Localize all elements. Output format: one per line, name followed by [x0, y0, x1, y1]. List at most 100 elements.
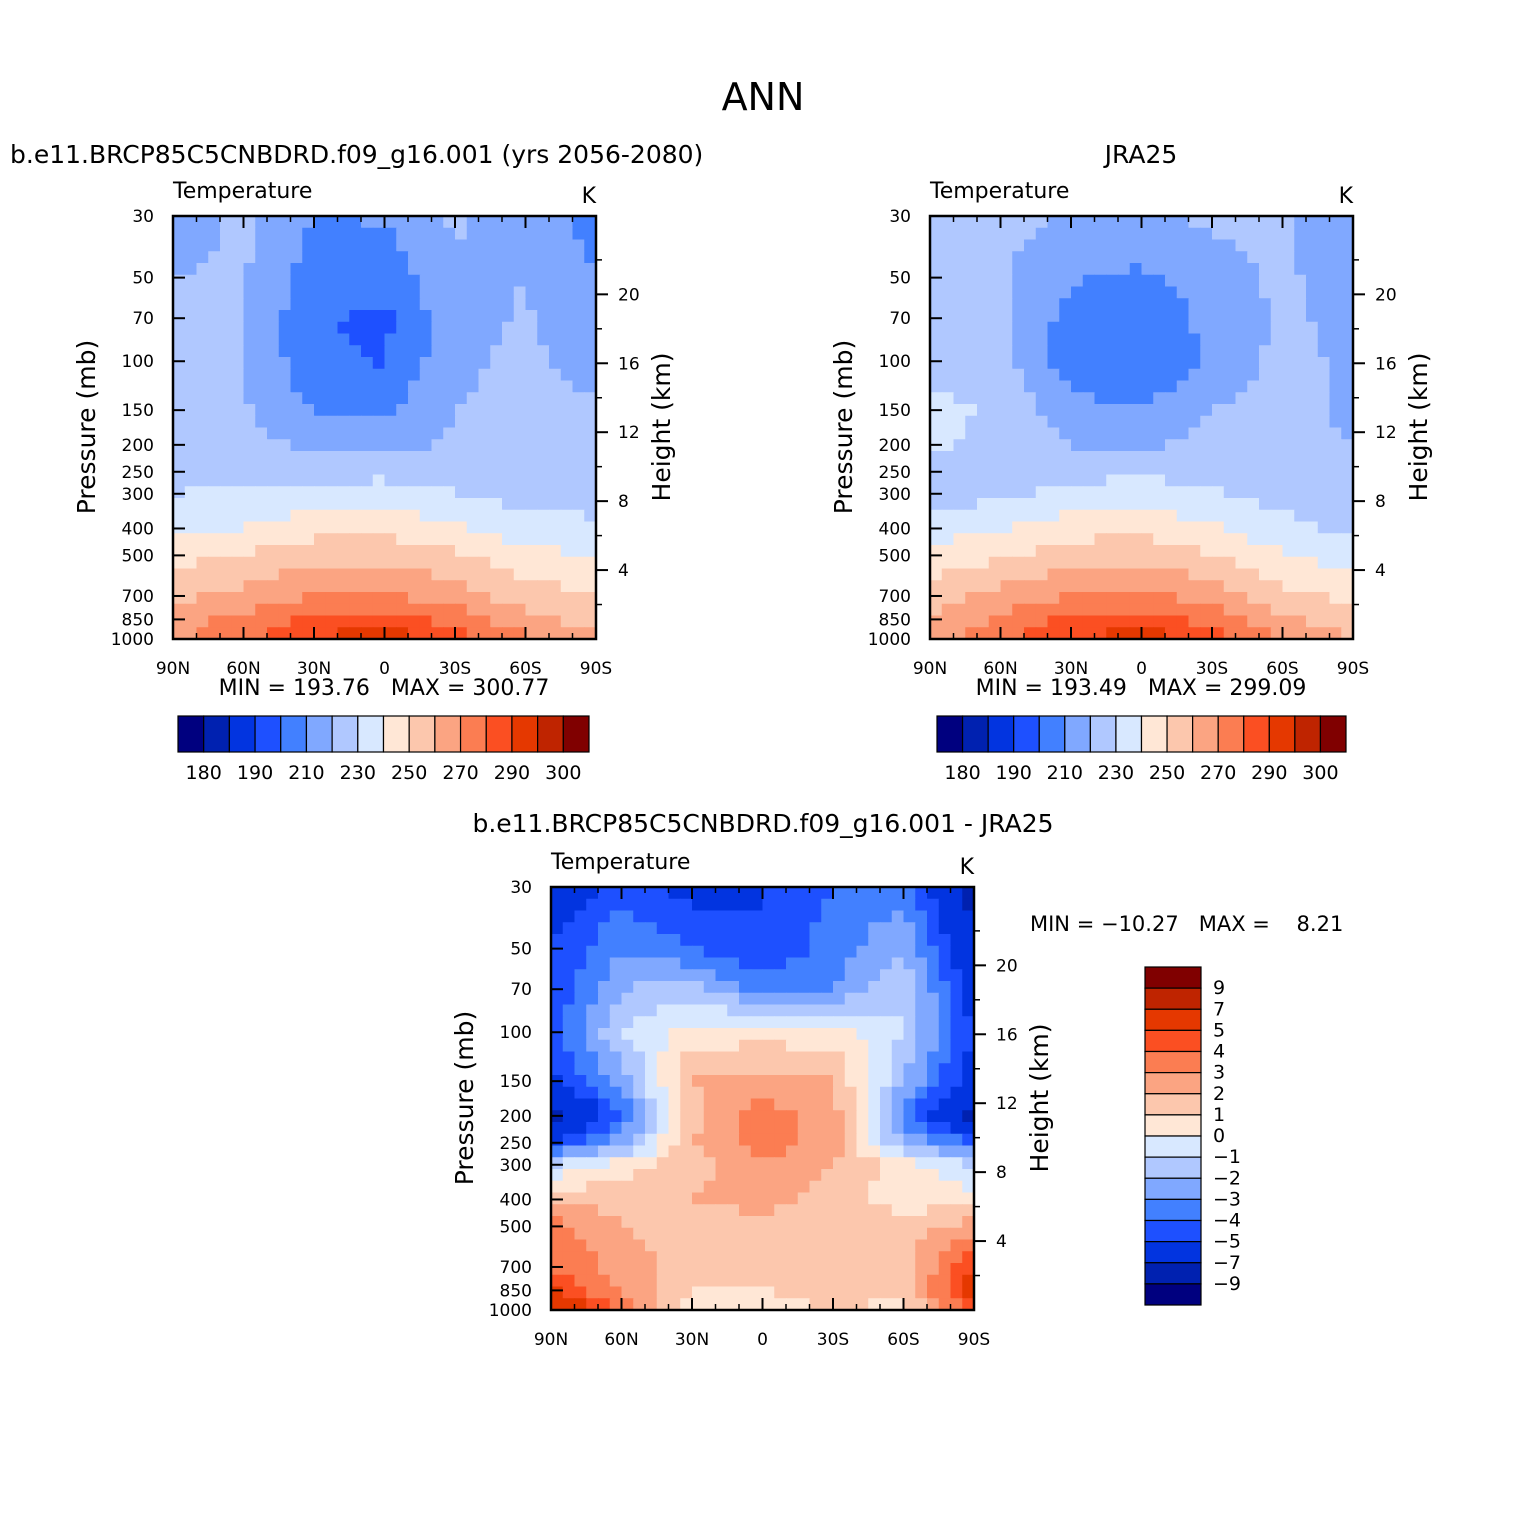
field-cell: [349, 298, 362, 311]
field-cell: [833, 992, 846, 1006]
field-cell: [609, 1204, 623, 1217]
field-cell: [856, 1086, 869, 1100]
field-cell: [609, 1286, 623, 1299]
field-cell: [891, 887, 905, 900]
field-cell: [278, 474, 292, 487]
field-cell: [243, 415, 256, 429]
field-cell: [903, 1110, 916, 1123]
field-cell: [1247, 333, 1260, 346]
field-cell: [1153, 333, 1166, 346]
field-cell: [1212, 451, 1225, 464]
field-cell: [938, 898, 952, 912]
field-cell: [361, 439, 374, 452]
field-cell: [880, 969, 893, 982]
field-cell: [868, 1216, 881, 1229]
colorbar-swatch: [1144, 1219, 1202, 1243]
colorbar-swatch: [1192, 715, 1219, 753]
field-cell: [396, 415, 409, 429]
field-cell: [220, 615, 233, 628]
field-cell: [1259, 486, 1272, 499]
field-cell: [715, 1192, 728, 1205]
field-cell: [278, 427, 292, 440]
field-cell: [1259, 227, 1272, 241]
field-cell: [562, 1216, 576, 1229]
field-cell: [1223, 345, 1237, 358]
field-cell: [938, 1204, 952, 1217]
field-cell: [560, 486, 574, 499]
field-cell: [551, 1227, 564, 1241]
field-cell: [727, 1298, 740, 1311]
field-cell: [572, 615, 585, 628]
field-cell: [1153, 439, 1166, 452]
field-cell: [938, 934, 952, 947]
field-cell: [549, 451, 562, 464]
field-cell: [680, 945, 693, 959]
field-cell: [692, 957, 705, 970]
field-cell: [1212, 615, 1225, 628]
field-cell: [1282, 427, 1295, 440]
field-cell: [231, 380, 245, 393]
field-cell: [431, 533, 444, 546]
field-cell: [868, 1157, 881, 1170]
field-cell: [231, 533, 245, 546]
field-cell: [384, 521, 397, 534]
field-cell: [727, 1028, 740, 1041]
field-cell: [692, 1145, 705, 1158]
field-cell: [490, 521, 503, 534]
field-cell: [1129, 227, 1143, 241]
field-cell: [349, 615, 362, 628]
field-cell: [1270, 345, 1284, 358]
field-cell: [727, 1098, 740, 1111]
field-cell: [1306, 415, 1319, 429]
field-cell: [1282, 615, 1295, 628]
field-cell: [703, 1216, 717, 1229]
field-cell: [173, 462, 186, 476]
field-cell: [490, 333, 503, 346]
field-cell: [560, 427, 574, 440]
field-cell: [880, 981, 893, 994]
field-cell: [562, 1169, 576, 1182]
field-cell: [953, 568, 966, 581]
colorbar-label: −5: [1213, 1231, 1241, 1253]
field-cell: [396, 239, 409, 252]
field-cell: [384, 310, 397, 323]
field-cell: [750, 1239, 764, 1252]
field-cell: [455, 521, 468, 534]
field-cell: [361, 392, 374, 405]
field-cell: [337, 415, 350, 429]
field-cell: [255, 392, 268, 405]
field-cell: [1270, 298, 1284, 311]
field-cell: [302, 286, 315, 299]
field-cell: [1317, 251, 1331, 264]
field-cell: [1306, 216, 1319, 229]
field-cell: [1341, 251, 1354, 264]
field-cell: [739, 934, 752, 947]
field-cell: [1212, 533, 1225, 546]
field-cell: [1165, 451, 1178, 464]
field-cell: [680, 1133, 693, 1147]
field-cell: [656, 1028, 670, 1041]
field-cell: [1094, 392, 1107, 405]
field-cell: [196, 239, 209, 252]
field-cell: [950, 1251, 963, 1264]
field-cell: [645, 1286, 658, 1299]
field-cell: [645, 922, 658, 935]
field-cell: [715, 1227, 728, 1241]
field-cell: [797, 1075, 811, 1088]
field-cell: [349, 274, 362, 288]
field-cell: [868, 887, 881, 900]
field-cell: [1012, 439, 1025, 452]
field-cell: [325, 627, 339, 640]
field-cell: [645, 981, 658, 994]
field-cell: [302, 627, 315, 640]
field-cell: [1165, 310, 1178, 323]
field-cell: [1176, 509, 1190, 523]
field-cell: [1165, 298, 1178, 311]
field-cell: [750, 1204, 764, 1217]
field-cell: [739, 1133, 752, 1147]
field-cell: [774, 887, 787, 900]
field-cell: [502, 310, 515, 323]
field-cell: [598, 1110, 611, 1123]
field-cell: [1223, 380, 1237, 393]
field-cell: [574, 1157, 587, 1170]
